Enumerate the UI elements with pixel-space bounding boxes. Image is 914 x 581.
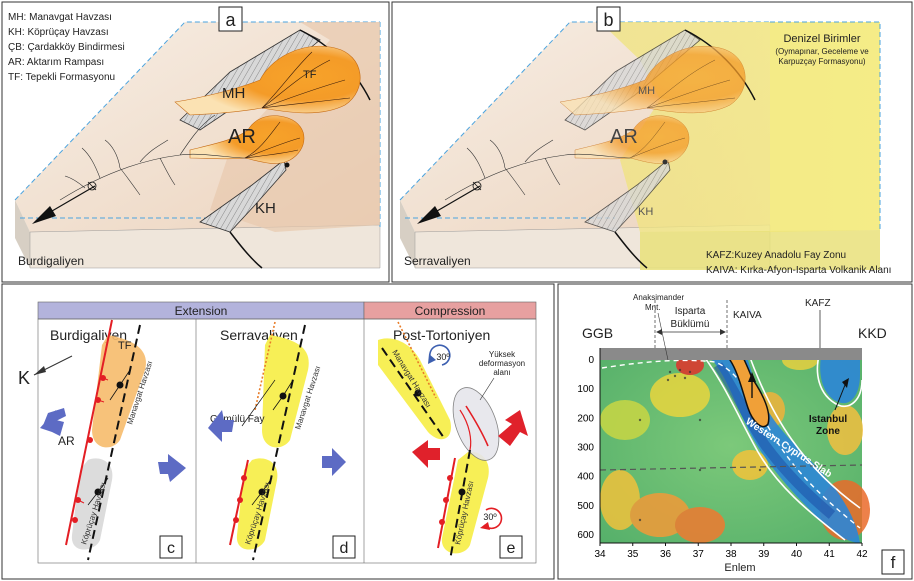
basin-c-bottom (71, 458, 113, 550)
basin-e-top (378, 338, 451, 440)
legend-a-tf: TF: Tepekli Formasyonu (8, 72, 115, 83)
y-tick-label: 400 (577, 472, 594, 483)
marine-sub-1: (Oymapınar, Geceleme ve (775, 47, 869, 56)
compression-arrow-left (412, 440, 440, 468)
isparta-label-1: Isparta (675, 306, 706, 317)
extension-arrow-d-left (208, 410, 234, 442)
y-tick-label: 200 (577, 413, 594, 424)
x-axis-label-f: Enlem (724, 562, 755, 574)
panel-a-letter-box (218, 6, 243, 32)
y-tick-label: 300 (577, 443, 594, 454)
legend-a-ar: AR: Aktarım Rampası (8, 57, 104, 68)
x-tick-label: 42 (856, 549, 868, 560)
age-label-b: Serravaliyen (404, 254, 471, 268)
x-tick-label: 37 (693, 549, 705, 560)
rotation-top-label: 30º (436, 352, 450, 362)
panel-e-title: Post-Tortoniyen (393, 327, 490, 343)
label-ar-a: AR (228, 126, 256, 148)
marine-sub-2: Karpuzçay Formasyonu) (778, 57, 865, 66)
panel-f-letter: f (891, 553, 896, 572)
istanbul-zone-label-2: Zone (816, 426, 840, 437)
panel-a: a MH: Manavgat Havzası KH: Köprüçay Havz… (1, 1, 390, 283)
label-kh-a: KH (255, 200, 276, 217)
x-tick-label: 40 (791, 549, 803, 560)
x-tick-label: 39 (758, 549, 770, 560)
extension-arrow-d-right (322, 448, 346, 476)
panel-b-letter: b (603, 10, 613, 30)
kaiva-label-f: KAIVA (733, 310, 762, 321)
label-ar-b: AR (610, 126, 638, 148)
fan-tf-a (174, 46, 361, 116)
age-label-a: Burdigaliyen (18, 254, 84, 268)
x-tick-label: 34 (594, 549, 606, 560)
topography-strip (600, 348, 862, 360)
compression-arrow-right (498, 410, 528, 446)
rotation-bottom-label: 30º (483, 512, 497, 522)
y-tick-label: 600 (577, 530, 594, 541)
y-tick-label: 0 (588, 355, 594, 366)
panel-b-letter-box (596, 6, 621, 32)
y-tick-label: 500 (577, 501, 594, 512)
label-tf-c: TF (118, 340, 132, 352)
flow-arrow-a (32, 206, 56, 224)
x-tick-label: 41 (824, 549, 836, 560)
x-tick-label: 35 (627, 549, 639, 560)
kaiva-body (728, 350, 770, 428)
label-mh-b: MH (638, 85, 655, 97)
kafz-label-f: KAFZ (805, 298, 831, 309)
y-tick-label: 100 (577, 384, 594, 395)
note-kaiva: KAIVA: Kırka-Afyon-Isparta Volkanik Alan… (706, 265, 891, 276)
panel-b: b Denizel Birimler (Oymapınar, Geceleme … (391, 1, 913, 283)
label-buried-fault: Gömülü Fay (210, 414, 264, 425)
discontinuity-410 (599, 464, 863, 471)
note-kafz: KAFZ:Kuzey Anadolu Fay Zonu (706, 250, 846, 261)
anaksimander-label-2: Mnt. (645, 303, 661, 312)
axis-c (87, 324, 141, 561)
label-mh-a: MH (222, 85, 245, 102)
basin-c-top (92, 335, 146, 448)
marine-title: Denizel Birimler (783, 33, 860, 45)
velocity-anomalies (600, 350, 870, 543)
deformation-zone-e (452, 387, 500, 461)
compression-header-label: Compression (415, 304, 486, 318)
panel-a-letter: a (225, 10, 236, 30)
x-tick-label: 38 (725, 549, 737, 560)
block-a-left-side (15, 200, 30, 268)
deformation-label-3: alanı (493, 368, 510, 377)
panel-d-letter: d (340, 540, 349, 557)
isparta-label-2: Büklümü (671, 319, 710, 330)
x-tick-labels: 34 35 36 37 38 39 40 41 42 (594, 543, 868, 560)
extension-header-label: Extension (175, 304, 228, 318)
basin-d-top (262, 335, 309, 448)
panel-e-letter: e (507, 540, 516, 557)
y-tick-labels: 0 100 200 300 400 500 600 (577, 355, 594, 541)
fault-c (65, 319, 113, 546)
basin-e-bottom (441, 451, 489, 554)
fan-ar-a (189, 115, 305, 164)
buried-fault-d (254, 321, 276, 411)
deformation-label-2: deformasyon (479, 359, 525, 368)
panel-f: 34 35 36 37 38 39 40 41 42 0 100 200 300 400 500 600 E… (557, 283, 913, 580)
rotation-arrow-top (429, 344, 451, 366)
label-kh-b: KH (638, 206, 653, 218)
legend-a-mh: MH: Manavgat Havzası (8, 12, 112, 23)
istanbul-zone-label-1: Istanbul (809, 414, 848, 425)
extension-arrow-c-right (158, 454, 186, 482)
legend-a-kh: KH: Köprüçay Havzası (8, 27, 109, 38)
anaksimander-label-1: Anaksimander (633, 293, 684, 302)
panel-d: Serravaliyen Gömülü Fay Manavgat Havzası… (208, 321, 356, 561)
basin-d-bottom (236, 458, 278, 550)
label-ar-c: AR (58, 434, 75, 448)
left-end-label: GGB (582, 325, 613, 341)
x-tick-label: 36 (660, 549, 672, 560)
legend-a-cb: ÇB: Çardakköy Bindirmesi (8, 42, 125, 53)
deformation-label-1: Yüksek (489, 350, 516, 359)
extension-arrow-c-left (40, 410, 64, 436)
panel-c-letter: c (167, 540, 175, 557)
istanbul-zone-blue (820, 350, 860, 404)
north-k-label: K (18, 368, 30, 388)
right-end-label: KKD (858, 325, 887, 341)
label-tf-a: TF (303, 69, 317, 81)
